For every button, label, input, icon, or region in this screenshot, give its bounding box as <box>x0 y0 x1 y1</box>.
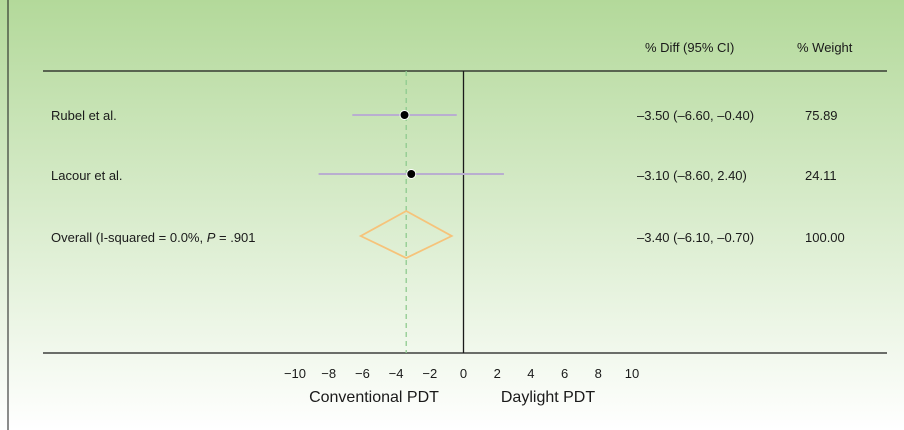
x-tick-label-3: −4 <box>389 366 404 381</box>
x-axis-right-label: Daylight PDT <box>501 389 595 406</box>
x-tick-label-10: 10 <box>625 366 639 381</box>
x-tick-label-8: 6 <box>561 366 568 381</box>
x-tick-label-4: −2 <box>422 366 437 381</box>
x-tick-label-0: −10 <box>284 366 306 381</box>
x-tick-label-9: 8 <box>595 366 602 381</box>
ci-text-rubel: –3.50 (–6.60, –0.40) <box>637 108 754 123</box>
overall-label: Overall (I-squared = 0.0%, P = .901 <box>51 230 256 245</box>
header-estimate: % Diff (95% CI) <box>645 40 734 55</box>
x-tick-label-6: 2 <box>494 366 501 381</box>
weight-overall: 100.00 <box>805 230 845 245</box>
overall-diamond <box>358 209 454 259</box>
point-estimate-1 <box>407 170 416 178</box>
weight-lacour: 24.11 <box>805 168 837 183</box>
point-estimate-0 <box>400 111 409 119</box>
x-axis-left-label: Conventional PDT <box>309 389 439 406</box>
ci-text-lacour: –3.10 (–8.60, 2.40) <box>637 168 747 183</box>
x-tick-label-5: 0 <box>460 366 467 381</box>
x-tick-label-7: 4 <box>527 366 534 381</box>
weight-rubel: 75.89 <box>805 108 838 123</box>
ci-text-overall: –3.40 (–6.10, –0.70) <box>637 230 754 245</box>
header-weight: % Weight <box>797 40 853 55</box>
x-tick-label-1: −8 <box>321 366 336 381</box>
study-label-rubel: Rubel et al. <box>51 108 117 123</box>
study-label-lacour: Lacour et al. <box>51 168 123 183</box>
x-tick-label-2: −6 <box>355 366 370 381</box>
